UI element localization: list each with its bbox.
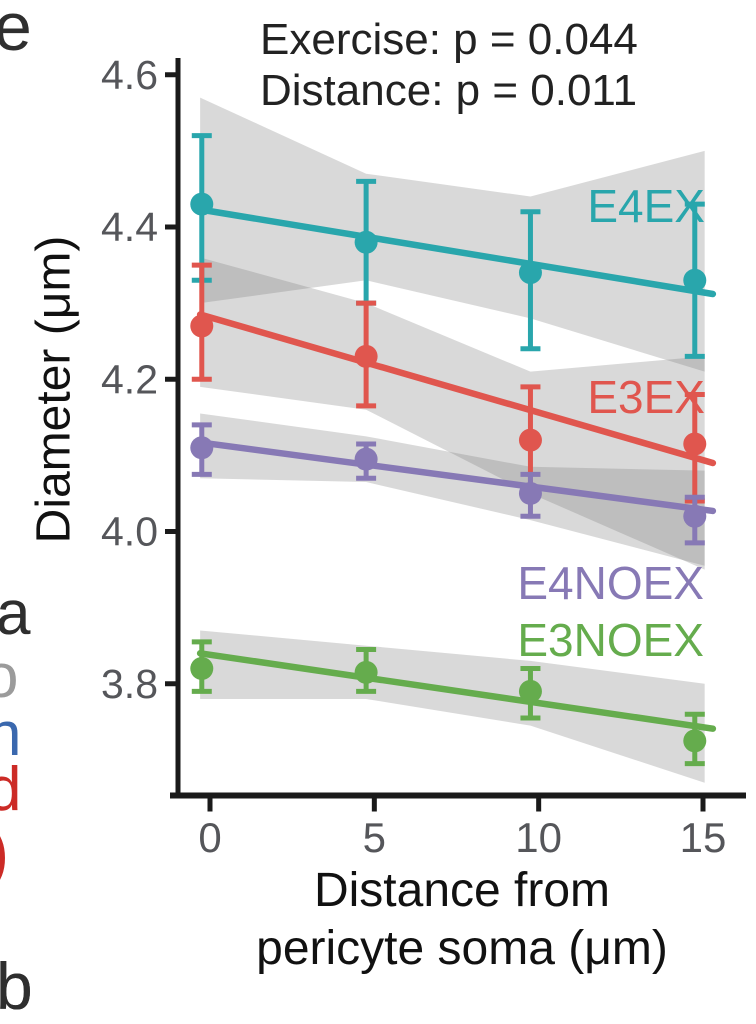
series-label-e3noex: E3NOEX bbox=[517, 614, 704, 666]
confidence-band-e3noex bbox=[200, 630, 705, 783]
line-chart: 4.6 4.4 4.2 4.0 3.8 0 5 10 15 E4EX E3EX E4NOEXE3NOE… bbox=[101, 52, 746, 861]
edge-fragment-4: ) bbox=[0, 812, 9, 892]
data-point-e4ex-x0 bbox=[190, 192, 214, 216]
y-axis-title: Diameter (μm) bbox=[27, 235, 81, 544]
stats-annotation: Exercise: p = 0.044 Distance: p = 0.011 bbox=[260, 14, 638, 116]
data-point-e4ex-x10 bbox=[518, 261, 542, 285]
y-tick-label-4.2: 4.2 bbox=[101, 356, 158, 402]
y-tick-label-4.4: 4.4 bbox=[101, 204, 158, 250]
data-point-e3noex-x5 bbox=[354, 660, 378, 684]
x-tick-label-10: 10 bbox=[515, 814, 562, 861]
x-tick-label-0: 0 bbox=[198, 814, 221, 861]
y-tick-label-4: 4.0 bbox=[101, 509, 158, 555]
confidence-band-e4noex bbox=[200, 413, 705, 566]
edge-fragment-1: o bbox=[0, 642, 19, 711]
data-point-e4noex-x5 bbox=[354, 447, 378, 471]
x-tick-label-5: 5 bbox=[363, 814, 386, 861]
annotation-exercise-pvalue: Exercise: p = 0.044 bbox=[260, 15, 638, 64]
data-point-e3noex-x10 bbox=[518, 679, 542, 703]
edge-fragment-3: d bbox=[0, 755, 22, 824]
data-point-e3ex-x10 bbox=[518, 428, 542, 452]
x-axis-title-line1: Distance from bbox=[313, 864, 611, 917]
trend-line-e3noex bbox=[196, 650, 717, 732]
data-point-e4ex-x5 bbox=[354, 230, 378, 254]
data-point-e3ex-x5 bbox=[354, 344, 378, 368]
trend-line-e4noex bbox=[196, 439, 717, 515]
series-label-e4ex: E4EX bbox=[587, 180, 705, 232]
data-point-e3noex-x15 bbox=[683, 729, 707, 753]
confidence-band-e4ex bbox=[200, 97, 705, 372]
trend-line-e4ex bbox=[196, 206, 717, 298]
panel-label-b-partial: b bbox=[0, 949, 33, 1023]
x-tick-label-15: 15 bbox=[680, 814, 727, 861]
series-label-e3ex: E3EX bbox=[587, 371, 705, 423]
annotation-distance-pvalue: Distance: p = 0.011 bbox=[260, 66, 638, 115]
panel-label-e: e bbox=[0, 0, 32, 65]
data-point-e3noex-x0 bbox=[190, 657, 214, 681]
data-point-e4noex-x0 bbox=[190, 436, 214, 460]
y-tick-label-3.8: 3.8 bbox=[101, 661, 158, 707]
data-point-e4noex-x15 bbox=[683, 504, 707, 528]
data-point-e4noex-x10 bbox=[518, 481, 542, 505]
data-point-e4ex-x15 bbox=[683, 268, 707, 292]
data-point-e3ex-x15 bbox=[683, 432, 707, 456]
edge-fragment-0: a bbox=[0, 579, 31, 648]
data-point-e3ex-x0 bbox=[190, 314, 214, 338]
x-axis-title: Distance from pericyte soma (μm) bbox=[178, 862, 746, 978]
edge-fragment-2: n bbox=[0, 700, 22, 769]
trend-line-e3ex bbox=[196, 311, 717, 467]
x-axis-title-line2: pericyte soma (μm) bbox=[256, 922, 668, 975]
y-tick-label-4.6: 4.6 bbox=[101, 52, 158, 98]
series-label-e4noex: E4NOEX bbox=[517, 557, 704, 609]
